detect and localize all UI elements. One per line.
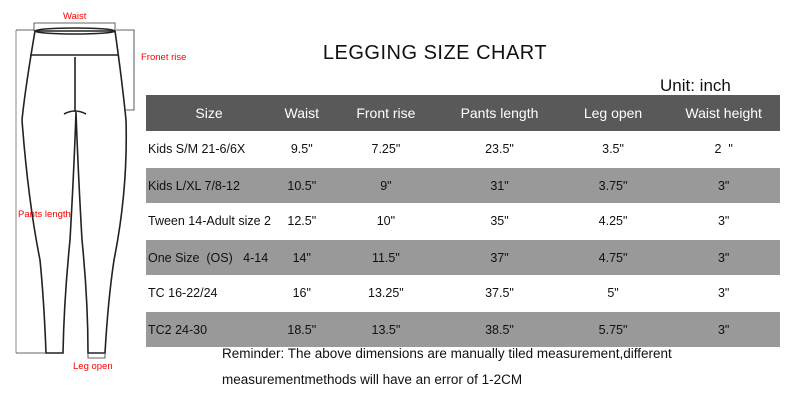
cell-size: TC 16-22/24 <box>146 275 272 312</box>
cell-pants-length: 37" <box>440 239 559 275</box>
cell-size: Kids L/XL 7/8-12 <box>146 167 272 203</box>
cell-leg-open: 3.75" <box>558 167 668 203</box>
cell-pants-length: 37.5" <box>440 275 559 312</box>
page-title: LEGGING SIZE CHART <box>322 42 548 64</box>
cell-front-rise: 9" <box>331 167 441 203</box>
cell-waist-height: 2 " <box>667 131 780 168</box>
cell-waist: 10.5" <box>272 167 332 203</box>
leg-open-label: Leg open <box>73 361 113 372</box>
table-row: TC 16-22/24 16" 13.25" 37.5" 5" 3" <box>146 275 780 312</box>
header-waist: Waist <box>272 95 332 131</box>
cell-leg-open: 5" <box>558 275 668 312</box>
waist-label: Waist <box>63 11 87 22</box>
cell-leg-open: 4.75" <box>558 239 668 275</box>
cell-front-rise: 13.25" <box>331 275 441 312</box>
unit-label: Unit: inch <box>660 76 731 95</box>
reminder-line-1: Reminder: The above dimensions are manua… <box>222 346 672 361</box>
table-row: Kids L/XL 7/8-12 10.5" 9" 31" 3.75" 3" <box>146 167 780 203</box>
table-row: One Size (OS) 4-14 14" 11.5" 37" 4.75" 3" <box>146 239 780 275</box>
cell-front-rise: 13.5" <box>331 311 441 347</box>
cell-waist: 9.5" <box>272 131 332 168</box>
header-pants-length: Pants length <box>440 95 559 131</box>
cell-waist-height: 3" <box>667 239 780 275</box>
table-row: TC2 24-30 18.5" 13.5" 38.5" 5.75" 3" <box>146 311 780 347</box>
front-rise-label: Fronet rise <box>141 52 187 63</box>
header-size: Size <box>146 95 272 131</box>
cell-leg-open: 4.25" <box>558 203 668 240</box>
cell-size: TC2 24-30 <box>146 311 272 347</box>
cell-pants-length: 23.5" <box>440 131 559 168</box>
cell-waist: 12.5" <box>272 203 332 240</box>
table-header: Size Waist Front rise Pants length Leg o… <box>146 95 780 131</box>
cell-waist-height: 3" <box>667 311 780 347</box>
cell-size: One Size (OS) 4-14 <box>146 239 272 275</box>
cell-waist: 18.5" <box>272 311 332 347</box>
cell-pants-length: 35" <box>440 203 559 240</box>
cell-front-rise: 7.25" <box>331 131 441 168</box>
leggings-diagram <box>15 22 135 359</box>
header-front-rise: Front rise <box>331 95 441 131</box>
cell-leg-open: 5.75" <box>558 311 668 347</box>
size-table: Size Waist Front rise Pants length Leg o… <box>146 95 780 347</box>
cell-pants-length: 38.5" <box>440 311 559 347</box>
pants-length-label: Pants length <box>18 209 71 220</box>
cell-waist: 16" <box>272 275 332 312</box>
cell-waist: 14" <box>272 239 332 275</box>
header-leg-open: Leg open <box>558 95 668 131</box>
cell-leg-open: 3.5" <box>558 131 668 168</box>
table-row: Kids S/M 21-6/6X 9.5" 7.25" 23.5" 3.5" 2 " <box>146 131 780 168</box>
header-waist-height: Waist height <box>667 95 780 131</box>
cell-waist-height: 3" <box>667 203 780 240</box>
cell-size: Tween 14-Adult size 2 <box>146 203 272 240</box>
cell-front-rise: 11.5" <box>331 239 441 275</box>
cell-pants-length: 31" <box>440 167 559 203</box>
cell-front-rise: 10" <box>331 203 441 240</box>
cell-waist-height: 3" <box>667 167 780 203</box>
table-row: Tween 14-Adult size 2 12.5" 10" 35" 4.25" 3" <box>146 203 780 240</box>
cell-waist-height: 3" <box>667 275 780 312</box>
reminder-line-2: measurementmethods will have an error of… <box>222 372 523 387</box>
cell-size: Kids S/M 21-6/6X <box>146 131 272 168</box>
